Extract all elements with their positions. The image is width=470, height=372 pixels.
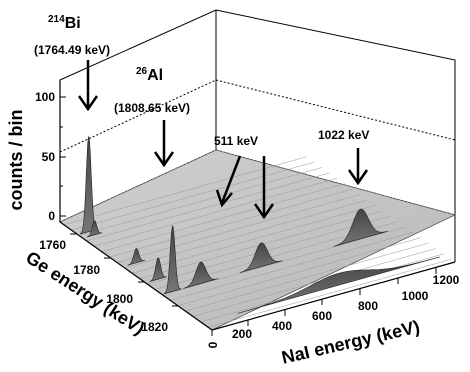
annotation-511: 511 keV [214, 134, 275, 220]
y-tick-label: 1820 [141, 320, 168, 334]
bi-energy: (1764.49 keV) [34, 43, 110, 57]
x-tick-label: 1200 [433, 273, 460, 287]
mesh-line [86, 172, 330, 242]
label-1022: 1022 keV [318, 128, 369, 142]
svg-text:214Bi: 214Bi [48, 14, 81, 32]
bi-label: Bi [65, 15, 81, 32]
y-tick-label: 1780 [73, 263, 100, 277]
z-tick-label: 0 [48, 209, 55, 223]
annotation-1022: 1022 keV [318, 128, 369, 186]
mesh-line [71, 161, 315, 231]
mesh-line [78, 167, 323, 236]
arrow-511-a [220, 155, 242, 204]
mesh-line [109, 188, 353, 258]
bi-superscript: 214 [48, 14, 65, 25]
peak-small-1800 [149, 257, 167, 282]
arrowhead-1022 [347, 169, 369, 186]
peak-al-1808 [163, 225, 182, 295]
mesh-line [147, 215, 391, 285]
mesh-line [185, 242, 429, 312]
mesh-line [162, 226, 406, 296]
peak-bi-tail [86, 220, 103, 238]
x-tick-label: 200 [232, 327, 252, 341]
mesh-line [177, 237, 421, 306]
al-superscript: 26 [136, 66, 148, 77]
z-axis: 0 50 100 [35, 90, 66, 223]
peak-al-511 [239, 242, 283, 273]
x-tick-label: 1000 [402, 289, 429, 303]
bi-arrowhead [77, 95, 99, 112]
x-tick-label: 800 [358, 299, 378, 313]
surface-mesh [63, 156, 452, 328]
mesh-line [63, 156, 307, 225]
z-axis-title: counts / bin [6, 110, 26, 211]
y-tick-label: 1800 [106, 292, 133, 306]
x-tick-label: 0 [206, 341, 220, 348]
z-tick-label: 50 [42, 150, 56, 164]
peak-group [79, 135, 440, 314]
front-axes [59, 80, 456, 331]
mesh-line [101, 183, 345, 252]
peak-al-secondary-a [183, 261, 219, 289]
annotation-bi: 214Bi (1764.49 keV) [34, 14, 110, 112]
ridge-front [237, 256, 440, 314]
x-tick-label: 400 [272, 319, 292, 333]
label-511: 511 keV [214, 134, 258, 148]
mesh-line [116, 194, 361, 263]
al-energy: (1808.65 keV) [114, 101, 190, 115]
x-axis: 0 200 400 600 800 1000 1200 [206, 268, 460, 348]
al-arrowhead [153, 151, 175, 168]
arrowhead-511-b [253, 203, 275, 220]
peak-small-1788 [127, 248, 146, 266]
peak-al-1022 [333, 208, 388, 247]
al-label: Al [147, 67, 163, 84]
mesh-line [170, 232, 414, 301]
y-tick-label: 1760 [39, 238, 66, 252]
x-tick-label: 600 [312, 309, 332, 323]
arrowhead-511-a [215, 189, 233, 208]
svg-text:26Al: 26Al [136, 66, 163, 84]
x-axis-title: NaI energy (keV) [280, 317, 422, 368]
z-tick-label: 100 [35, 90, 55, 104]
mesh-line [208, 259, 452, 328]
y-axis: 1760 1780 1800 1820 [39, 233, 178, 334]
mesh-line [94, 178, 338, 247]
mesh-line [124, 199, 368, 269]
annotation-al: 26Al (1808.65 keV) [114, 66, 190, 168]
mesh-line [192, 248, 437, 317]
